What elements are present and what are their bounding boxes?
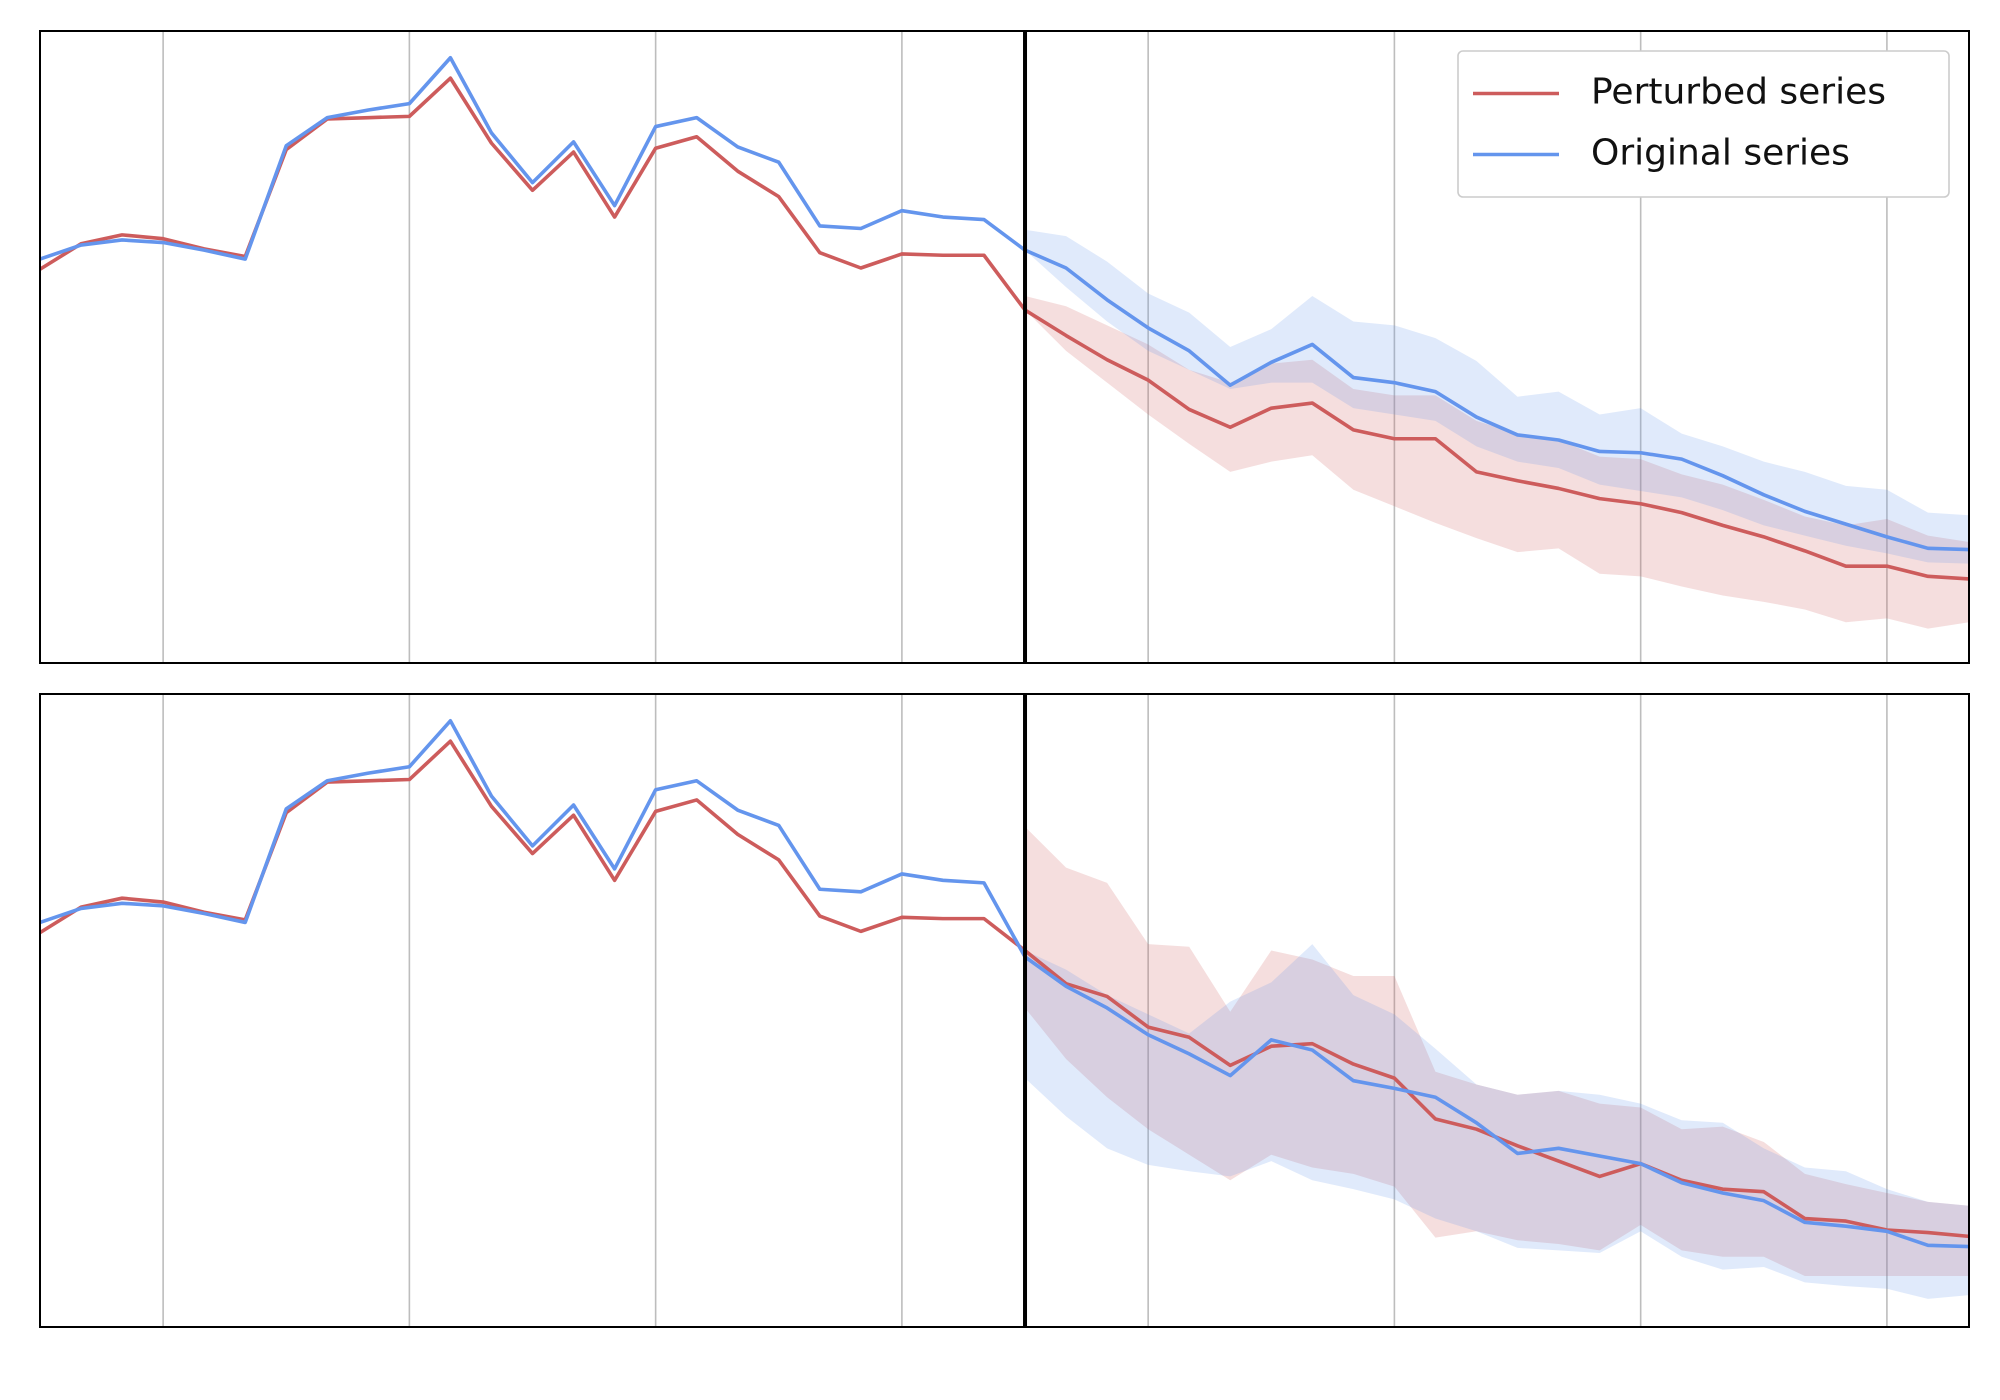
plot-frame [39,693,1970,1328]
series-line [39,55,1970,552]
confidence-band [1025,826,1969,1276]
legend-box [1457,50,1950,198]
plot-frame [39,30,1970,664]
series-line [39,76,1970,581]
series-line [39,719,1970,1249]
legend-label: Perturbed series [1591,72,1886,113]
legend-label: Original series [1591,133,1850,174]
confidence-band [1025,944,1969,1299]
confidence-band [1025,296,1969,629]
